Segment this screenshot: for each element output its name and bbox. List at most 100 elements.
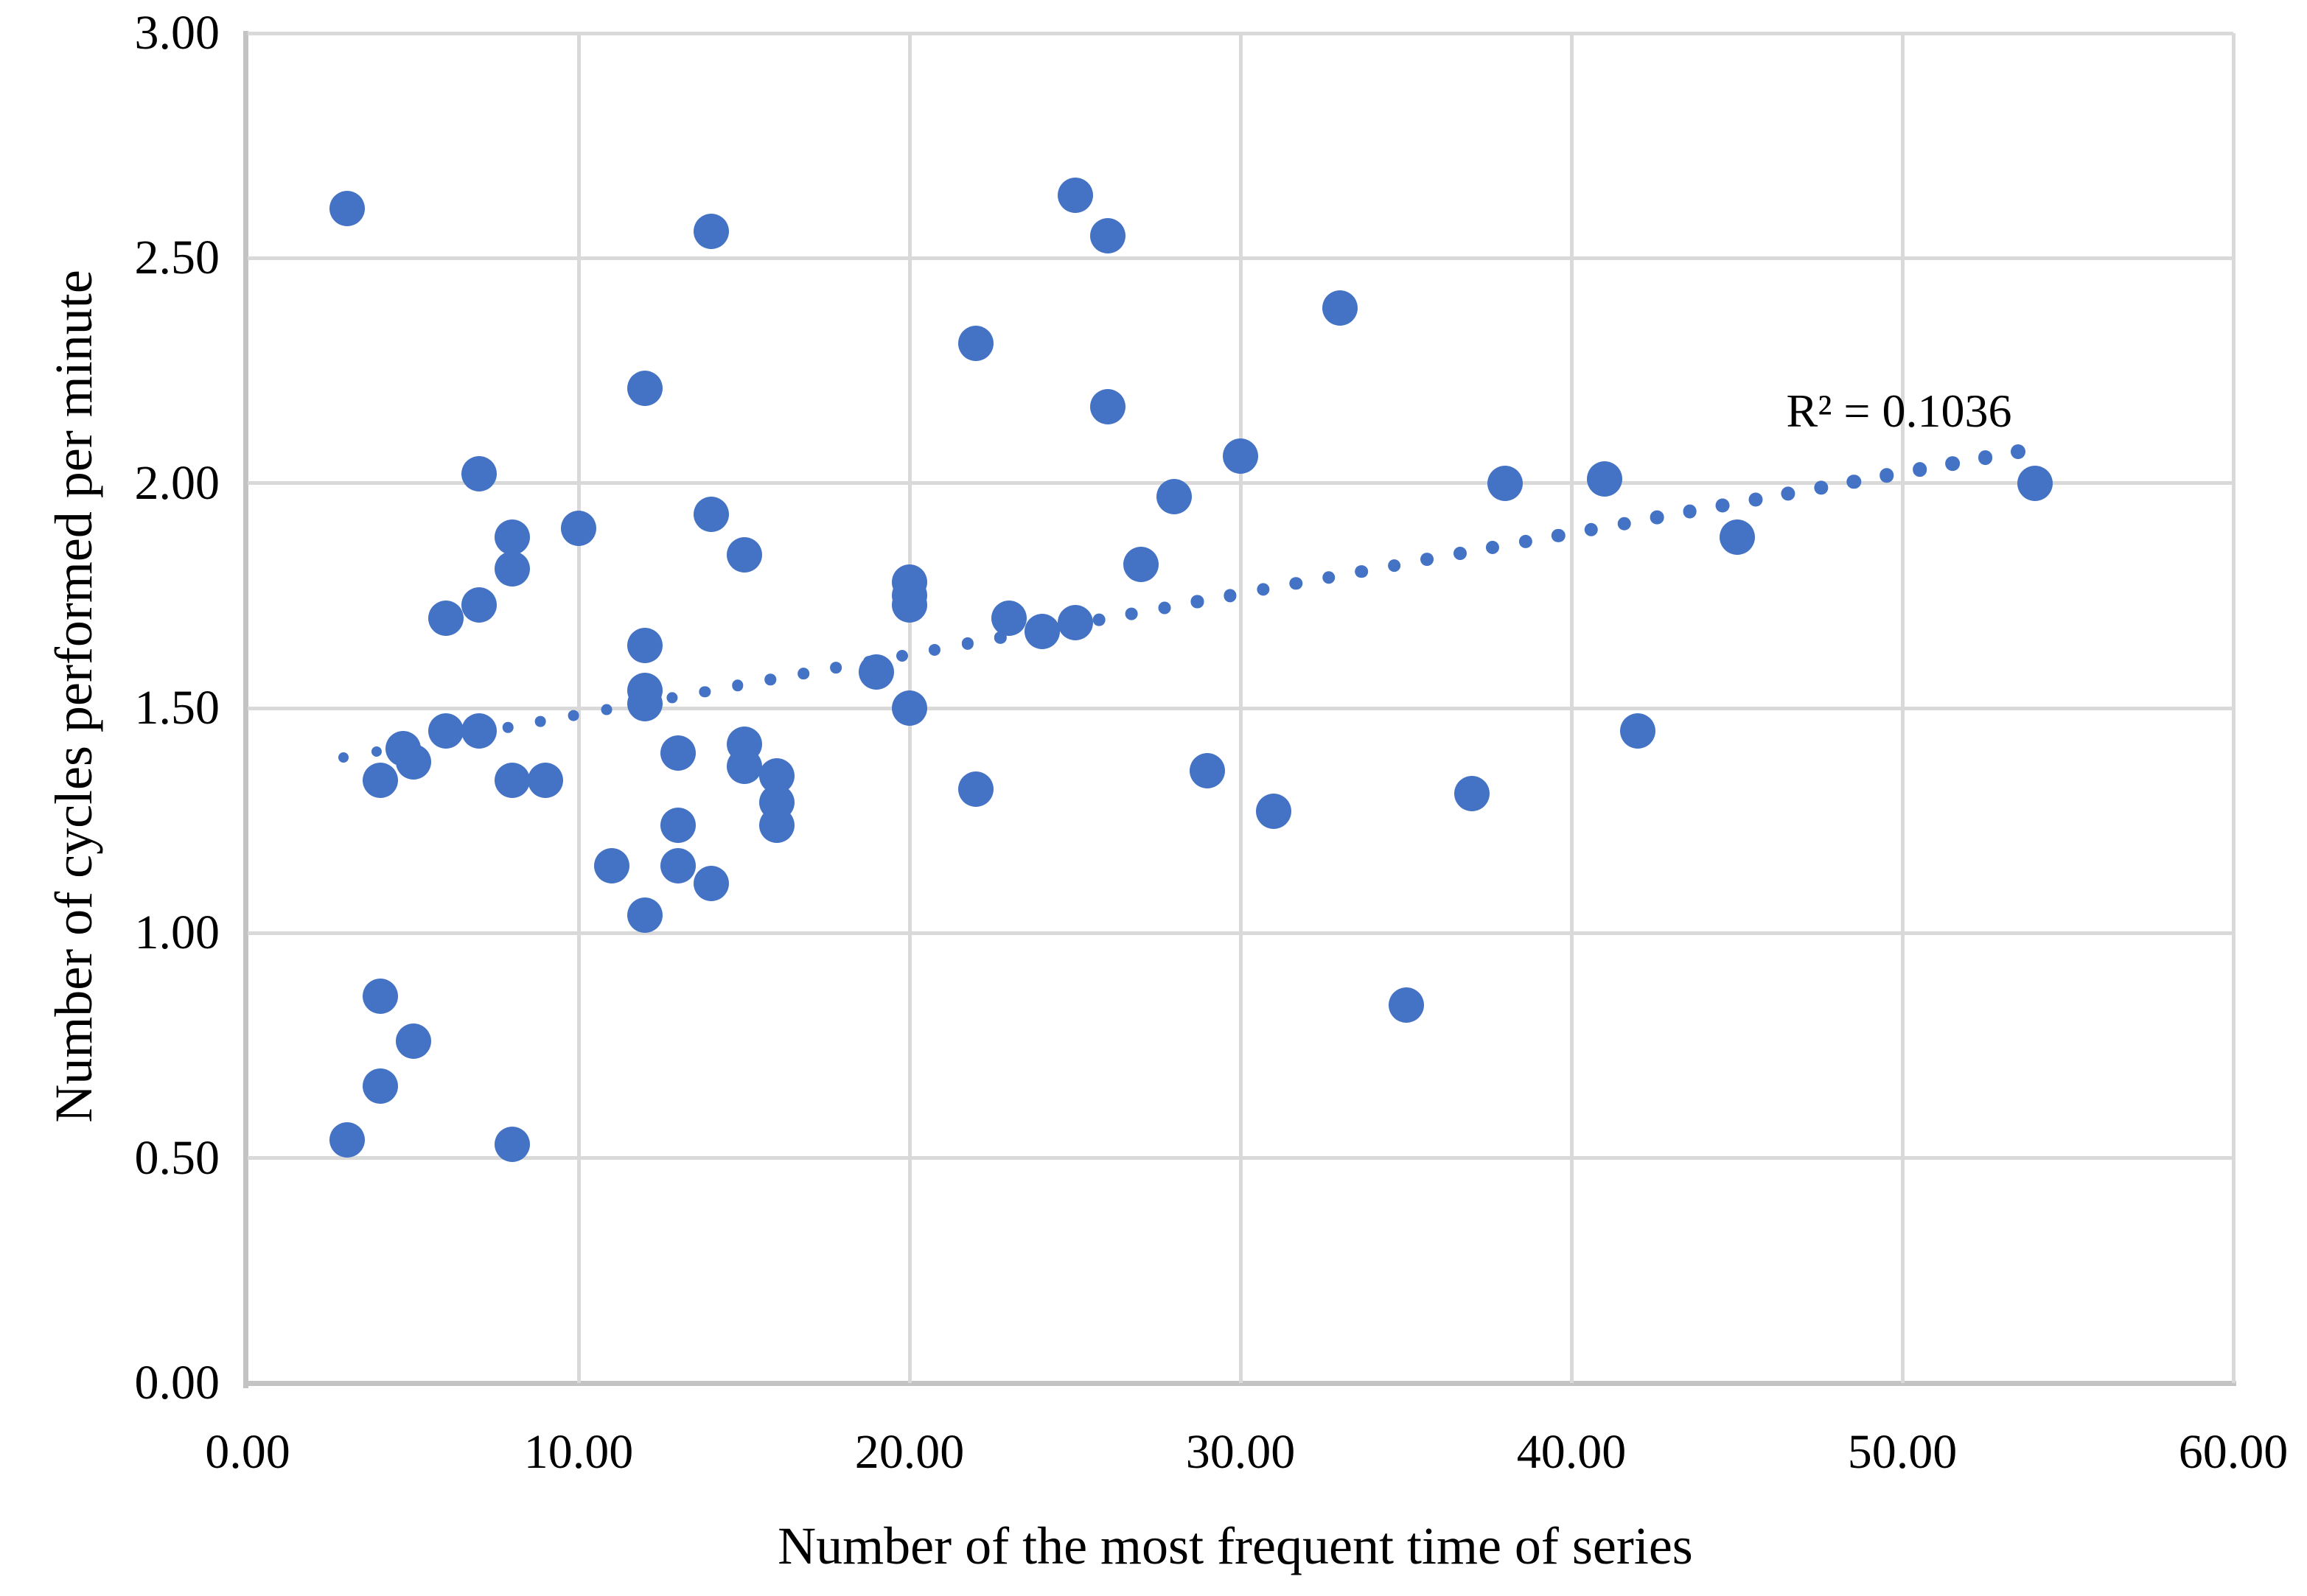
data-point <box>1322 290 1358 326</box>
trendline-dot <box>1420 553 1434 567</box>
y-tick-label: 0.00 <box>134 1356 220 1410</box>
trendline-dot <box>1715 498 1730 513</box>
data-point <box>1487 465 1524 501</box>
trendline-dot <box>371 746 382 757</box>
trendline-dot <box>1978 450 1993 465</box>
trendline-dot <box>1814 480 1829 495</box>
data-point <box>329 1122 365 1158</box>
trendline-dot <box>601 704 612 715</box>
trendline-dot <box>568 710 579 721</box>
data-point <box>693 866 729 902</box>
data-point <box>627 897 663 933</box>
trendline-dot <box>1912 462 1927 477</box>
trendline-dot <box>338 752 349 763</box>
trendline-dot <box>764 673 777 686</box>
trendline-dot <box>929 643 941 656</box>
trendline-dot <box>1617 517 1631 531</box>
data-point <box>528 762 564 798</box>
x-tick-label: 50.00 <box>1847 1425 1958 1479</box>
data-point <box>693 497 729 533</box>
trendline-dot <box>1289 577 1302 590</box>
y-tick-label: 2.50 <box>134 231 220 285</box>
data-point <box>362 762 398 798</box>
trendline-dot <box>732 679 744 692</box>
data-point <box>1619 713 1655 749</box>
data-point <box>1090 388 1126 424</box>
data-point <box>593 847 629 883</box>
data-point <box>495 550 531 587</box>
data-point <box>693 213 729 249</box>
y-tick-label: 3.00 <box>134 6 220 60</box>
data-point <box>495 519 531 555</box>
trendline-dot <box>1584 522 1599 536</box>
gridline-x-10.00 <box>576 33 581 1383</box>
trendline-dot <box>666 692 678 704</box>
data-point <box>660 807 696 843</box>
trendline-dot <box>1880 468 1894 483</box>
data-point <box>957 771 994 807</box>
y-tick-label: 2.00 <box>134 455 220 510</box>
data-point <box>495 1127 531 1163</box>
x-axis-line <box>243 1381 2236 1386</box>
data-point <box>1190 753 1226 789</box>
data-point <box>362 1068 398 1104</box>
x-tick-label: 20.00 <box>854 1425 965 1479</box>
trendline-dot <box>1125 607 1138 620</box>
data-point <box>892 690 927 726</box>
trendline-dot <box>1322 571 1336 584</box>
data-point <box>1090 217 1126 253</box>
y-axis-line <box>243 31 248 1388</box>
data-point <box>428 713 464 749</box>
data-point <box>726 749 762 785</box>
trendline-dot <box>1748 492 1763 507</box>
data-point <box>660 847 696 883</box>
data-point <box>726 537 762 573</box>
data-point <box>957 326 994 362</box>
data-point <box>1024 614 1060 650</box>
gridline-x-50.00 <box>1900 33 1905 1383</box>
trendline-dot <box>1781 486 1795 501</box>
data-point <box>1388 987 1424 1023</box>
x-tick-label: 40.00 <box>1516 1425 1627 1479</box>
data-point <box>1223 438 1258 475</box>
gridline-x-40.00 <box>1569 33 1574 1383</box>
trendline-dot <box>1256 583 1270 596</box>
trendline-dot <box>896 649 908 662</box>
trendline-dot <box>1453 547 1467 561</box>
gridline-x-60.00 <box>2231 33 2236 1383</box>
trendline-dot <box>502 722 514 733</box>
data-point <box>660 735 696 771</box>
data-point <box>892 587 927 623</box>
data-point <box>428 600 464 636</box>
gridline-x-30.00 <box>1238 33 1243 1383</box>
data-point <box>1123 546 1159 582</box>
data-point <box>329 191 365 227</box>
trendline-dot <box>535 715 546 727</box>
data-point <box>1255 794 1291 830</box>
data-point <box>627 627 663 663</box>
trendline-dot <box>1158 601 1171 615</box>
trendline-dot <box>1683 504 1697 519</box>
trendline-dot <box>1355 564 1369 578</box>
plot-area: R² = 0.1036 <box>248 31 2236 1383</box>
x-tick-label: 10.00 <box>523 1425 634 1479</box>
data-point <box>991 600 1027 636</box>
data-point <box>1454 776 1490 812</box>
data-point <box>495 762 531 798</box>
data-point <box>395 744 431 780</box>
data-point <box>461 713 498 749</box>
data-point <box>461 587 498 623</box>
trendline-dot <box>1846 474 1862 489</box>
trendline-dot <box>961 637 974 650</box>
data-point <box>1057 177 1093 213</box>
trendline-dot <box>1650 511 1664 525</box>
data-point <box>627 371 663 407</box>
y-tick-label: 0.50 <box>134 1130 220 1185</box>
data-point <box>561 510 596 546</box>
trendline-dot <box>1190 595 1204 608</box>
x-tick-label: 60.00 <box>2178 1425 2289 1479</box>
data-point <box>1156 478 1193 514</box>
data-point <box>859 654 895 690</box>
data-point <box>362 978 398 1014</box>
